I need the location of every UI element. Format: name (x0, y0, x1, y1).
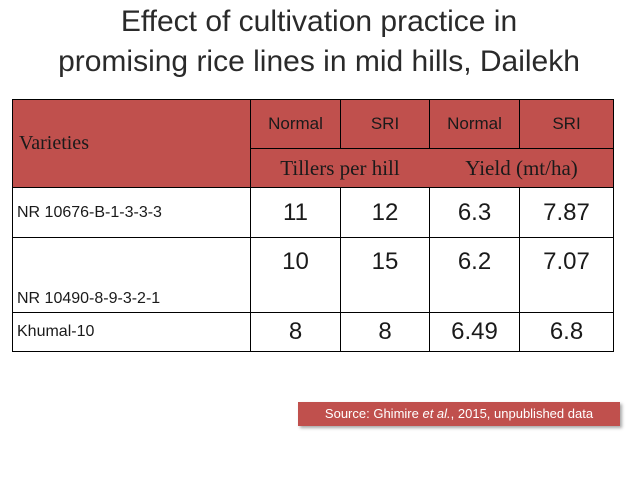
yield-normal-value: 6.3 (429, 187, 520, 238)
header-normal-yield: Normal (429, 99, 520, 149)
yield-sri-value: 7.07 (519, 237, 614, 313)
header-tillers-per-hill: Tillers per hill (250, 148, 430, 188)
variety-name: Khumal-10 (12, 312, 251, 352)
variety-name: NR 10490-8-9-3-2-1 (12, 237, 251, 313)
title-line-2: promising rice lines in mid hills, Daile… (58, 45, 580, 78)
tillers-sri-value: 15 (340, 237, 430, 313)
source-etal: et al. (422, 406, 451, 421)
source-caption: Source: Ghimire et al., 2015, unpublishe… (298, 402, 620, 426)
results-table: Varieties Normal SRI Normal SRI Tillers … (12, 99, 614, 352)
tillers-normal-value: 11 (250, 187, 341, 238)
header-row-groups: Tillers per hill Yield (mt/ha) (12, 148, 614, 188)
header-yield: Yield (mt/ha) (429, 148, 614, 188)
table-row: Khumal-10 8 8 6.49 6.8 (12, 312, 614, 352)
tillers-sri-value: 12 (340, 187, 430, 238)
header-sri-yield: SRI (519, 99, 614, 149)
header-normal-tillers: Normal (250, 99, 341, 149)
tillers-sri-value: 8 (340, 312, 430, 352)
tillers-normal-value: 10 (250, 237, 341, 313)
table-row: NR 10676-B-1-3-3-3 11 12 6.3 7.87 (12, 187, 614, 238)
title-line-1: Effect of cultivation practice in (120, 5, 518, 38)
header-sri-tillers: SRI (340, 99, 430, 149)
tillers-normal-value: 8 (250, 312, 341, 352)
header-row-methods: Varieties Normal SRI Normal SRI (12, 99, 614, 188)
yield-normal-value: 6.49 (429, 312, 520, 352)
yield-sri-value: 6.8 (519, 312, 614, 352)
source-prefix: Source: Ghimire (324, 406, 423, 421)
source-suffix: , 2015, unpublished data (450, 406, 594, 421)
yield-sri-value: 7.87 (519, 187, 614, 238)
variety-name: NR 10676-B-1-3-3-3 (12, 187, 251, 238)
yield-normal-value: 6.2 (429, 237, 520, 313)
slide-title: Effect of cultivation practice in promis… (0, 2, 638, 82)
table-row: NR 10490-8-9-3-2-1 10 15 6.2 7.07 (12, 237, 614, 313)
varieties-header: Varieties (12, 99, 251, 188)
